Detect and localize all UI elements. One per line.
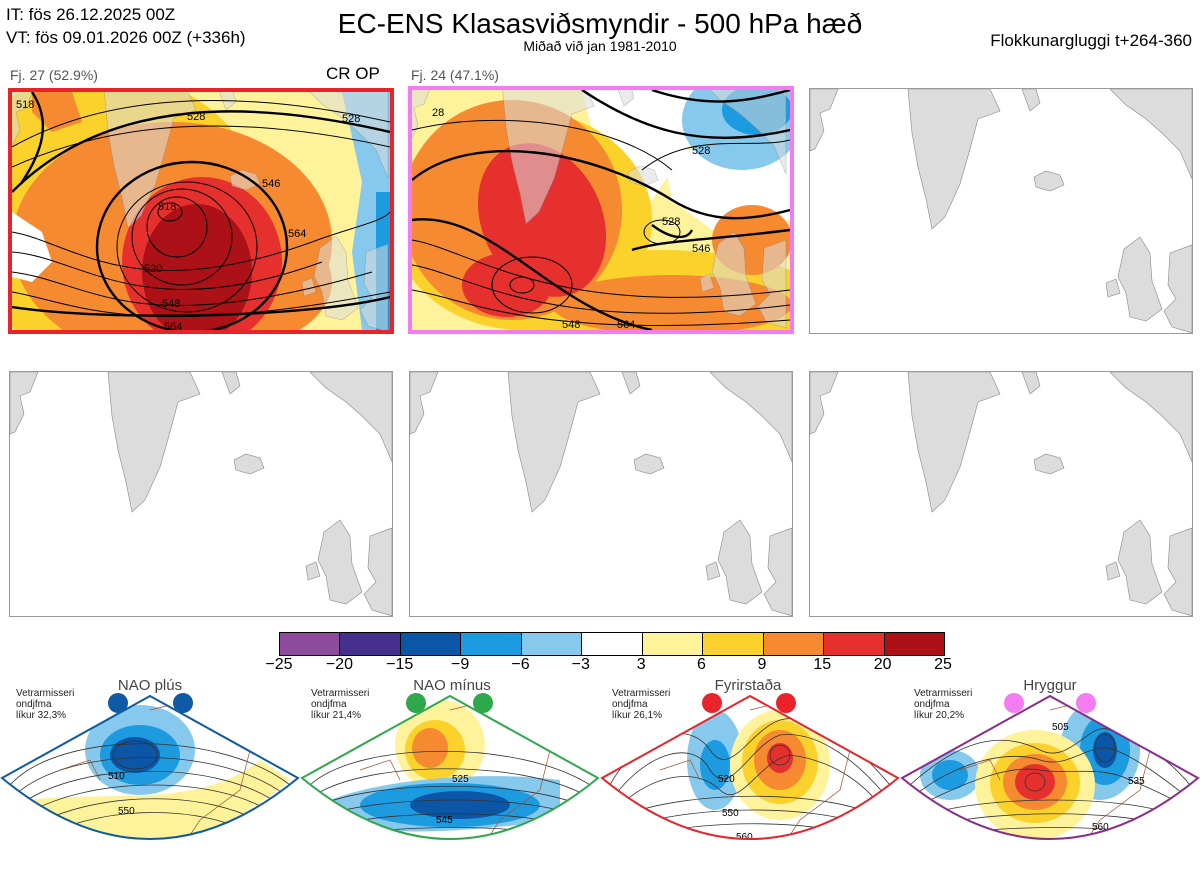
- svg-text:550: 550: [722, 808, 739, 819]
- contour-label: 520: [144, 263, 162, 275]
- colorbar-tick: 3: [636, 656, 646, 673]
- contour-label: 548: [162, 298, 180, 310]
- colorbar-tick: 25: [934, 656, 952, 673]
- contour-label: 564: [288, 228, 306, 240]
- panel-1-tag: CR OP: [326, 64, 380, 83]
- regime-2-dot: [473, 693, 493, 713]
- cluster-map-2: 28 528 528 546 548 564: [412, 90, 790, 330]
- regime-1-title: NAO plús: [117, 677, 183, 694]
- colorbar-tick: −9: [450, 656, 470, 673]
- regime-3-dot: [702, 693, 722, 713]
- colorbar-swatch: [642, 633, 704, 655]
- regime-map-1: 510 550: [0, 693, 300, 840]
- regime-1-dot: [108, 693, 128, 713]
- contour-label: 518: [158, 201, 176, 213]
- svg-text:550: 550: [118, 806, 135, 817]
- contour-label: 564: [617, 319, 635, 330]
- header-info: IT: fös 26.12.2025 00Z VT: fös 09.01.202…: [6, 3, 246, 49]
- regime-4-note: Vetrarmisseri ondjfma líkur 20,2%: [914, 688, 973, 721]
- svg-text:535: 535: [1128, 776, 1145, 787]
- empty-panel-6: [809, 371, 1193, 617]
- contour-label: 528: [662, 216, 680, 228]
- svg-text:505: 505: [1052, 722, 1069, 733]
- empty-panel-5: [409, 371, 793, 617]
- regime-4-title: Hryggur: [1023, 677, 1077, 694]
- colorbar-swatch: [703, 633, 764, 655]
- contour-label: 518: [16, 99, 34, 111]
- contour-label: 528: [187, 111, 205, 123]
- contour-label: 564: [164, 321, 182, 330]
- classification-window: Flokkunargluggi t+264-360: [990, 31, 1192, 50]
- colorbar-tick: 6: [697, 656, 706, 673]
- page-title: EC-ENS Klasasviðsmyndir - 500 hPa hæð: [337, 8, 863, 39]
- regime-3-title: Fyrirstaða: [714, 677, 782, 694]
- cluster-panel-1: 518 528 528 546 518 564 520 548 564: [8, 88, 394, 334]
- contour-label: 528: [342, 113, 360, 125]
- regime-2-dot: [406, 693, 426, 713]
- colorbar-tick: −3: [571, 656, 590, 673]
- contour-label: 546: [262, 178, 280, 190]
- colorbar-swatch: [280, 633, 341, 655]
- colorbar-tick: 15: [813, 656, 832, 673]
- svg-text:545: 545: [436, 815, 453, 826]
- svg-text:560: 560: [1092, 822, 1109, 833]
- regime-map-2: 525 545 565: [300, 693, 600, 860]
- colorbar-swatch: [340, 633, 401, 655]
- panel-1-label: Fj. 27 (52.9%): [10, 67, 98, 83]
- regime-1-note: Vetrarmisseri ondjfma líkur 32,3%: [16, 688, 75, 721]
- regime-4-dot: [1004, 693, 1024, 713]
- cluster-panel-2: 28 528 528 546 548 564: [408, 86, 794, 334]
- contour-label: 548: [562, 319, 580, 330]
- svg-text:510: 510: [108, 771, 125, 782]
- regime-2-note: Vetrarmisseri ondjfma líkur 21,4%: [311, 688, 370, 721]
- colorbar: [279, 632, 945, 656]
- page-subtitle: Miðað við jan 1981-2010: [523, 38, 677, 54]
- regime-2-title: NAO mínus: [413, 677, 491, 694]
- regime-3-dot: [776, 693, 796, 713]
- colorbar-tick: 20: [873, 656, 892, 673]
- colorbar-tick: 9: [757, 656, 767, 673]
- colorbar-swatch: [763, 633, 825, 655]
- colorbar-ticks: −25 −20 −15 −9 −6 −3 3 6 9 15 20 25: [265, 656, 951, 676]
- colorbar-tick: −6: [511, 656, 530, 673]
- contour-label: 546: [692, 243, 710, 255]
- regime-map-3: 520 550 560: [600, 693, 900, 843]
- cluster-map-1: 518 528 528 546 518 564 520 548 564: [12, 92, 390, 330]
- colorbar-swatch: [884, 633, 944, 655]
- colorbar-swatch: [521, 633, 583, 655]
- colorbar-tick: −25: [265, 656, 293, 673]
- colorbar-swatch: [582, 633, 643, 655]
- empty-panel-3: [809, 88, 1193, 334]
- regime-1-dot: [173, 693, 193, 713]
- init-time: IT: fös 26.12.2025 00Z: [6, 5, 176, 24]
- colorbar-swatch: [824, 633, 885, 655]
- svg-text:560: 560: [736, 832, 753, 843]
- colorbar-tick: −20: [325, 656, 353, 673]
- contour-label: 528: [692, 145, 710, 157]
- contour-label: 28: [432, 107, 444, 119]
- colorbar-swatch: [400, 633, 462, 655]
- valid-time: VT: fös 09.01.2026 00Z (+336h): [6, 28, 246, 47]
- colorbar-swatch: [461, 633, 522, 655]
- svg-text:525: 525: [452, 774, 469, 785]
- regime-3-note: Vetrarmisseri ondjfma líkur 26,1%: [612, 688, 671, 721]
- svg-text:565: 565: [446, 849, 463, 860]
- colorbar-tick: −15: [386, 656, 414, 673]
- svg-text:520: 520: [718, 774, 735, 785]
- regime-4-dot: [1076, 693, 1096, 713]
- regime-map-4: 505 535 560: [900, 693, 1200, 840]
- empty-panel-4: [9, 371, 393, 617]
- panel-2-label: Fj. 24 (47.1%): [411, 67, 499, 83]
